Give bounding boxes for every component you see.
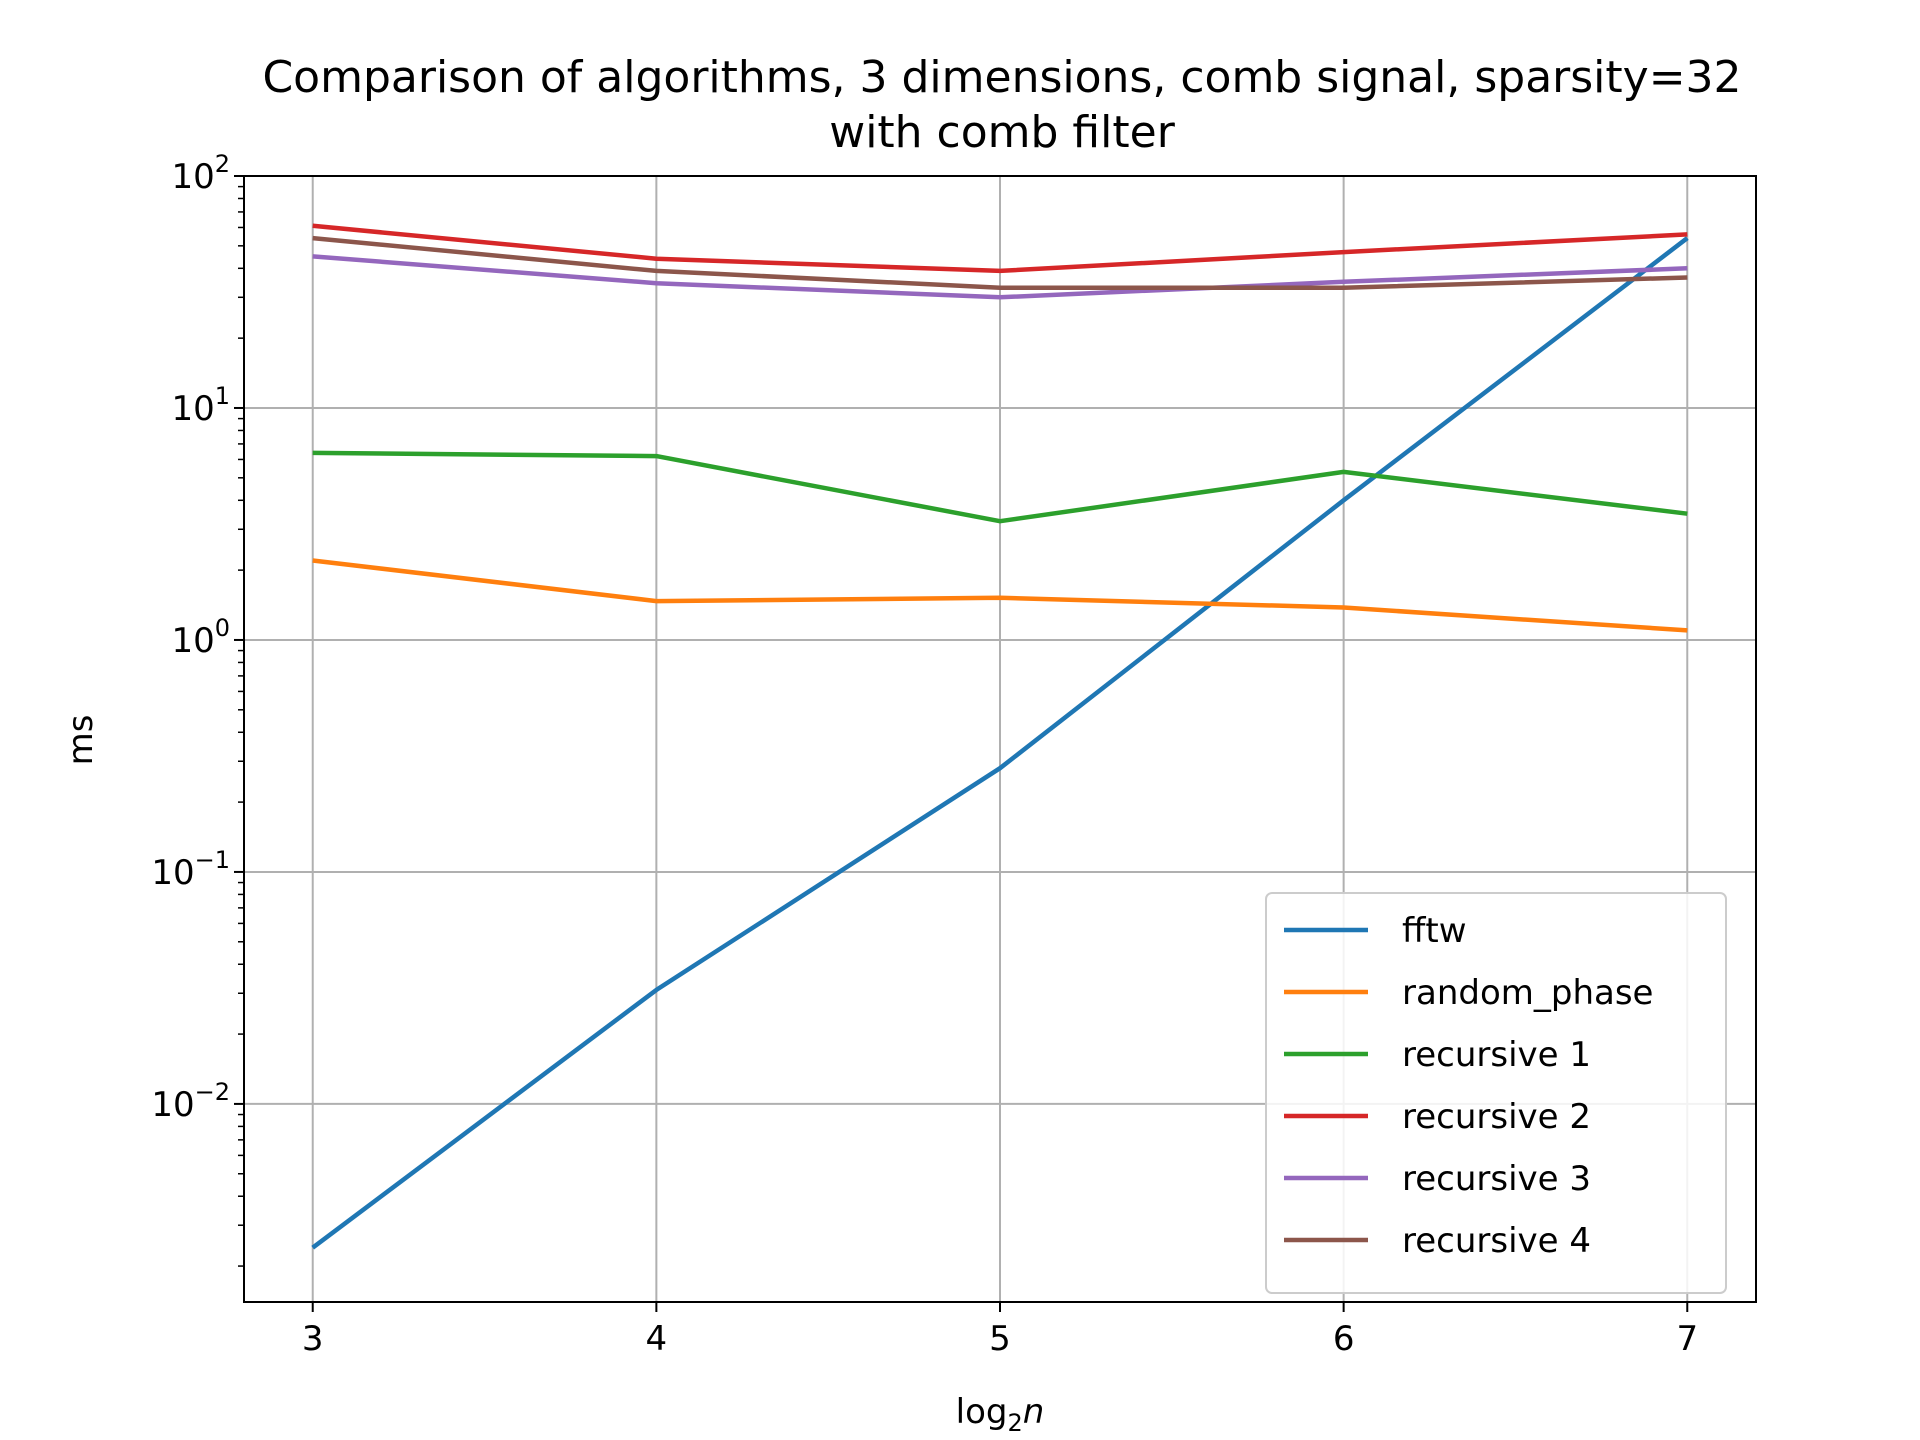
y-tick-label: 101 <box>171 382 230 429</box>
x-axis-label-variable: n <box>1023 1392 1045 1432</box>
x-tick-label: 7 <box>1676 1319 1698 1359</box>
y-tick-label: 102 <box>171 150 230 197</box>
axes: 3 4 5 6 7 10−2 10−1 100 101 102 <box>151 150 1698 1359</box>
y-tick-label: 10−1 <box>151 846 230 893</box>
y-axis-label: ms <box>61 715 101 766</box>
x-tick-label: 3 <box>302 1319 324 1359</box>
series-line-fftw <box>311 236 1689 1250</box>
legend-label: recursive 1 <box>1402 1035 1591 1075</box>
x-tick-label: 5 <box>989 1319 1011 1359</box>
legend: fftw random_phase recursive 1 recursive 2 re… <box>1265 892 1727 1294</box>
series-line-recursive-4 <box>312 235 1688 290</box>
series-lines <box>311 223 1689 1250</box>
series-line-recursive-3 <box>312 254 1688 300</box>
legend-label: random_phase <box>1402 973 1653 1013</box>
chart-title-line1: Comparison of algorithms, 3 dimensions, … <box>262 52 1741 103</box>
x-axis-label-subscript: 2 <box>1008 1409 1023 1437</box>
x-axis-label: log2n <box>956 1392 1045 1437</box>
series-line-recursive-2 <box>312 223 1688 274</box>
series-line-random-phase <box>312 558 1688 633</box>
legend-label: recursive 4 <box>1402 1221 1591 1261</box>
x-axis-label-base: log <box>956 1392 1008 1432</box>
y-tick-label: 100 <box>171 614 230 661</box>
legend-label: recursive 2 <box>1402 1097 1591 1137</box>
chart-title-line2: with comb filter <box>829 107 1175 158</box>
legend-box <box>1265 892 1727 1294</box>
series-line-recursive-1 <box>312 450 1688 524</box>
x-tick-label: 6 <box>1333 1319 1355 1359</box>
legend-label: recursive 3 <box>1402 1159 1591 1199</box>
y-tick-label: 10−2 <box>151 1078 230 1125</box>
x-tick-label: 4 <box>646 1319 668 1359</box>
legend-label: fftw <box>1402 911 1467 951</box>
